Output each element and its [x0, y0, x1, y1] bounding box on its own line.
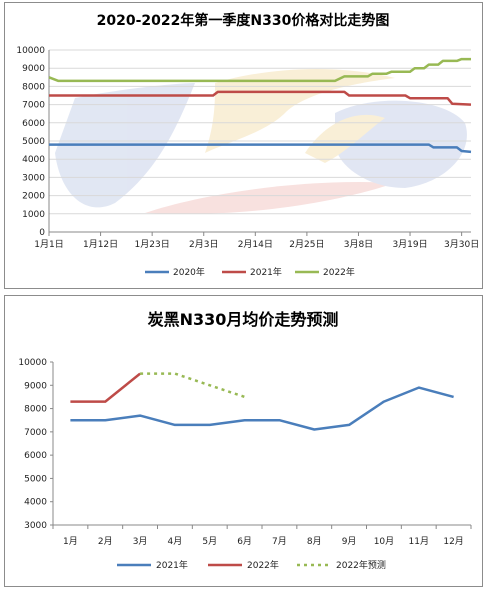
chart-1-y-tick: 10000	[16, 46, 45, 56]
chart-1-x-tick: 2月25日	[289, 239, 324, 250]
chart-2-legend-label: 2022年预测	[336, 559, 386, 571]
chart-2-x-tick: 7月	[272, 536, 287, 547]
chart-2-svg: 炭黑N330月均价走势预测 3000 4000 5000 6000 7000 8000 90…	[18, 310, 472, 571]
chart-2-series-line-2	[70, 372, 141, 403]
chart-1-y-tick: 4000	[22, 155, 45, 165]
chart-2-x-tick: 9月	[342, 536, 357, 547]
chart-2-x-tick: 8月	[307, 536, 322, 547]
chart-2-legend-label: 2022年	[247, 559, 279, 571]
chart-1-legend-label: 2020年	[173, 266, 205, 278]
chart-1-x-tick: 2月3日	[189, 239, 218, 250]
chart-1-y-tick: 6000	[22, 119, 45, 129]
chart-1-series-line-1	[49, 143, 472, 154]
chart-1-x-tick: 3月30日	[444, 239, 479, 250]
chart-1-x-tick: 1月12日	[83, 239, 118, 250]
chart-2-y-tick: 7000	[24, 428, 47, 438]
chart-2-legend-label: 2021年	[156, 559, 188, 571]
chart-1-y-tick: 3000	[22, 173, 45, 183]
chart-2-y-tick: 6000	[24, 451, 47, 461]
chart-2-y-tick: 5000	[24, 474, 47, 484]
chart-2-y-tick: 3000	[24, 521, 47, 531]
chart-2-y-tick: 4000	[24, 498, 47, 508]
chart-1-x-tick: 3月8日	[344, 239, 373, 250]
chart-1-y-tick: 7000	[22, 101, 45, 111]
chart-1-series-line-2	[49, 90, 472, 106]
chart-2-title: 炭黑N330月均价走势预测	[148, 310, 339, 329]
chart-2-y-tick: 8000	[24, 405, 47, 415]
chart-2-x-tick: 1月	[63, 536, 78, 547]
chart-2-x-tick: 6月	[237, 536, 252, 547]
chart-2-x-tick: 10月	[374, 536, 394, 547]
chart-1-series-line-3	[48, 57, 471, 83]
chart-1-title: 2020-2022年第一季度N330价格对比走势图	[97, 12, 390, 29]
chart-2-x-tick: 4月	[168, 536, 183, 547]
chart-2-x-tick: 3月	[133, 536, 148, 547]
chart-panel-1: 2020-2022年第一季度N330价格对比走势图 0 1000 2000 3000 4…	[4, 2, 483, 289]
chart-1-y-tick: 2000	[22, 192, 45, 202]
chart-1-x-tick: 1月23日	[135, 239, 170, 250]
chart-1-y-tick: 9000	[22, 64, 45, 74]
chart-1-y-tick: 1000	[22, 210, 45, 220]
chart-1-y-tick: 5000	[22, 137, 45, 147]
chart-2-series-line-1	[70, 386, 454, 431]
chart-panel-2: 炭黑N330月均价走势预测 3000 4000 5000 6000 7000 8000 90…	[4, 295, 483, 587]
chart-1-x-tick: 3月19日	[392, 239, 427, 250]
chart-1-svg: 2020-2022年第一季度N330价格对比走势图 0 1000 2000 3000 4…	[16, 12, 479, 278]
chart-2-x-tick: 5月	[202, 536, 217, 547]
chart-1-x-tick: 2月14日	[238, 239, 273, 250]
chart-2-x-tick: 11月	[409, 536, 429, 547]
chart-2-y-tick: 9000	[24, 381, 47, 391]
chart-1-x-tick: 1月1日	[34, 239, 63, 250]
chart-1-y-tick: 8000	[22, 82, 45, 92]
chart-2-series-line-3	[140, 372, 245, 399]
chart-1-y-tick: 0	[39, 228, 45, 238]
chart-1-legend-label: 2021年	[250, 266, 282, 278]
chart-2-x-tick: 12月	[443, 536, 463, 547]
chart-2-y-tick: 10000	[18, 358, 47, 368]
chart-2-x-tick: 2月	[98, 536, 113, 547]
chart-1-legend-label: 2022年	[323, 266, 355, 278]
